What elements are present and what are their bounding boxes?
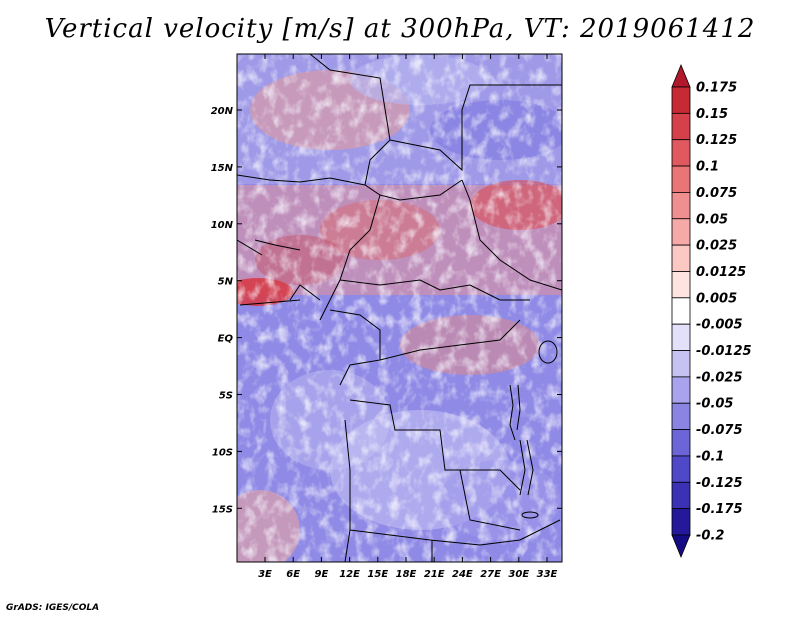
colorbar-segment	[671, 508, 691, 536]
colorbar-label: -0.175	[696, 502, 743, 517]
colorbar-label: -0.125	[696, 476, 743, 491]
colorbar-segment	[671, 139, 691, 167]
colorbar-segment	[671, 297, 691, 325]
lakes	[509, 340, 558, 519]
colorbar-segment	[671, 376, 691, 404]
colorbar-segment	[671, 192, 691, 220]
map-frame	[236, 53, 563, 563]
colorbar-bottom-arrow	[671, 534, 691, 559]
colorbar-label: 0.125	[696, 133, 737, 148]
lon-tick-label: 18E	[396, 569, 417, 580]
lon-tick-label: 12E	[339, 569, 360, 580]
colorbar-segment	[671, 350, 691, 378]
lon-tick-label: 15E	[367, 569, 388, 580]
colorbar-label: -0.2	[696, 529, 724, 544]
lat-tick-label: EQ	[218, 334, 234, 345]
lon-tick-label: 9E	[315, 569, 329, 580]
lon-tick-label: 3E	[258, 569, 272, 580]
colorbar-label: -0.005	[696, 318, 743, 333]
lon-tick-label: 6E	[286, 569, 300, 580]
colorbar-top-arrow	[671, 63, 691, 88]
colorbar-segment	[671, 455, 691, 483]
velocity-field	[237, 54, 562, 562]
colorbar-segment	[671, 86, 691, 114]
colorbar-segment	[671, 481, 691, 510]
plot-title: Vertical velocity [m/s] at 300hPa, VT: 2…	[44, 14, 756, 44]
colorbar-label: -0.1	[696, 449, 724, 464]
colorbar-label: 0.0125	[696, 265, 746, 280]
colorbar-label: 0.175	[696, 81, 737, 96]
lat-tick-label: 5N	[218, 277, 234, 288]
longitude-axis: 3E 6E 9E 12E 15E 18E 21E 24E 27E 30E 33E	[258, 54, 558, 580]
colorbar-segment	[671, 429, 691, 457]
colorbar-segment	[671, 218, 691, 246]
lat-tick-label: 10S	[212, 447, 233, 458]
colorbar-segment	[671, 165, 691, 193]
colorbar-segment	[671, 323, 691, 351]
lat-tick-label: 20N	[211, 106, 234, 117]
grads-credit: GrADS: IGES/COLA	[6, 603, 100, 613]
colorbar-segment	[671, 402, 691, 430]
lat-tick-label: 5S	[219, 391, 233, 402]
lat-tick-label: 15S	[212, 504, 233, 515]
colorbar-label: 0.15	[696, 107, 728, 122]
lon-tick-label: 27E	[480, 569, 501, 580]
lat-tick-label: 10N	[211, 220, 234, 231]
colorbar-label: -0.025	[696, 370, 743, 385]
lon-tick-label: 24E	[452, 569, 473, 580]
colorbar-segment	[671, 244, 691, 272]
country-borders	[237, 54, 562, 562]
colorbar-label: 0.1	[696, 160, 719, 175]
colorbar-segment	[671, 271, 691, 299]
latitude-axis: 20N 15N 10N 5N EQ 5S 10S 15S	[211, 106, 562, 515]
lat-tick-label: 15N	[211, 163, 234, 174]
colorbar-label: 0.025	[696, 239, 737, 254]
lon-tick-label: 30E	[508, 569, 529, 580]
colorbar-label: 0.005	[696, 291, 737, 306]
colorbar-label: 0.05	[696, 212, 728, 227]
colorbar-label: -0.0125	[696, 344, 752, 359]
colorbar-segment	[671, 112, 691, 141]
lon-tick-label: 33E	[537, 569, 558, 580]
colorbar-label: 0.075	[696, 186, 737, 201]
colorbar-label: -0.075	[696, 423, 743, 438]
lon-tick-label: 21E	[424, 569, 445, 580]
colorbar-label: -0.05	[696, 397, 733, 412]
colorbar: 0.175 0.15 0.125 0.1 0.075 0.05 0.025 0.0125 0.0…	[671, 63, 752, 559]
